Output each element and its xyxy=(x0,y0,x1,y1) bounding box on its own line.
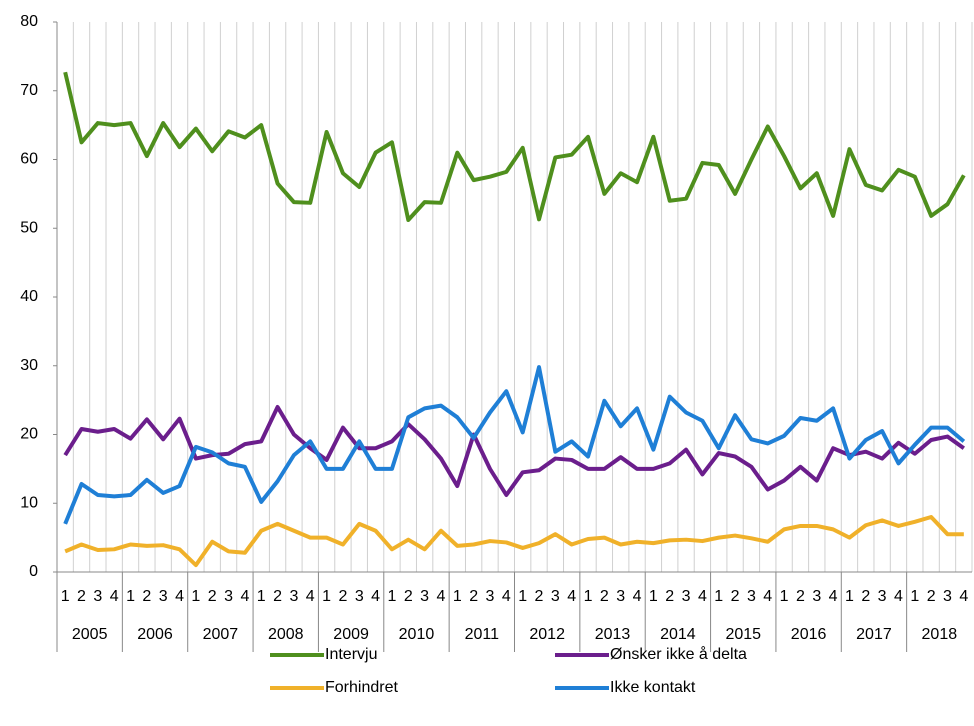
x-tick-label: 1 xyxy=(714,588,723,605)
group-label: 2013 xyxy=(595,626,631,643)
x-tick-label: 4 xyxy=(829,588,838,605)
group-label: 2018 xyxy=(922,626,958,643)
group-label: 2016 xyxy=(791,626,827,643)
x-tick-label: 2 xyxy=(796,588,805,605)
x-tick-label: 4 xyxy=(240,588,249,605)
x-tick-label: 4 xyxy=(567,588,576,605)
x-tick-label: 2 xyxy=(600,588,609,605)
group-label: 2008 xyxy=(268,626,304,643)
x-tick-label: 4 xyxy=(698,588,707,605)
x-tick-label: 1 xyxy=(780,588,789,605)
x-tick-label: 3 xyxy=(616,588,625,605)
x-tick-label: 4 xyxy=(175,588,184,605)
x-tick-label: 4 xyxy=(763,588,772,605)
y-tick-label: 70 xyxy=(20,82,38,99)
group-label: 2009 xyxy=(333,626,369,643)
x-tick-label: 2 xyxy=(404,588,413,605)
x-tick-label: 2 xyxy=(731,588,740,605)
x-tick-label: 3 xyxy=(486,588,495,605)
x-tick-label: 1 xyxy=(61,588,70,605)
x-tick-label: 4 xyxy=(633,588,642,605)
x-tick-label: 2 xyxy=(208,588,217,605)
x-tick-label: 3 xyxy=(747,588,756,605)
x-tick-label: 1 xyxy=(191,588,200,605)
x-tick-label: 3 xyxy=(812,588,821,605)
x-tick-label: 1 xyxy=(845,588,854,605)
x-tick-label: 2 xyxy=(665,588,674,605)
x-tick-label: 2 xyxy=(77,588,86,605)
x-tick-label: 2 xyxy=(927,588,936,605)
group-label: 2014 xyxy=(660,626,696,643)
y-tick-label: 0 xyxy=(29,563,38,580)
x-tick-label: 1 xyxy=(388,588,397,605)
series-line xyxy=(63,71,966,222)
y-tick-label: 20 xyxy=(20,426,38,443)
y-tick-label: 80 xyxy=(20,13,38,30)
x-tick-label: 3 xyxy=(93,588,102,605)
x-tick-label: 3 xyxy=(943,588,952,605)
legend-label: Ønsker ikke å delta xyxy=(610,645,747,663)
x-tick-label: 1 xyxy=(257,588,266,605)
group-label: 2006 xyxy=(137,626,173,643)
x-tick-label: 4 xyxy=(110,588,119,605)
x-tick-label: 3 xyxy=(551,588,560,605)
x-tick-label: 2 xyxy=(273,588,282,605)
x-tick-label: 1 xyxy=(649,588,658,605)
x-tick-label: 3 xyxy=(224,588,233,605)
x-tick-label: 1 xyxy=(453,588,462,605)
x-tick-label: 1 xyxy=(910,588,919,605)
y-tick-label: 30 xyxy=(20,357,38,374)
x-tick-label: 3 xyxy=(682,588,691,605)
group-label: 2012 xyxy=(529,626,565,643)
x-tick-label: 3 xyxy=(420,588,429,605)
x-tick-label: 1 xyxy=(322,588,331,605)
x-tick-label: 2 xyxy=(535,588,544,605)
x-tick-label: 2 xyxy=(142,588,151,605)
x-tick-label: 4 xyxy=(306,588,315,605)
y-tick-label: 50 xyxy=(20,219,38,236)
series-line xyxy=(63,365,966,525)
x-tick-label: 1 xyxy=(126,588,135,605)
legend-label: Intervju xyxy=(325,646,377,663)
group-label: 2011 xyxy=(465,626,500,643)
x-tick-label: 2 xyxy=(861,588,870,605)
y-tick-label: 10 xyxy=(20,494,38,511)
x-tick-label: 2 xyxy=(469,588,478,605)
x-tick-label: 3 xyxy=(159,588,168,605)
x-tick-label: 2 xyxy=(338,588,347,605)
x-tick-label: 4 xyxy=(502,588,511,605)
y-tick-label: 60 xyxy=(20,151,38,168)
x-tick-label: 4 xyxy=(437,588,446,605)
y-tick-label: 40 xyxy=(20,288,38,305)
group-label: 2017 xyxy=(856,626,892,643)
group-label: 2007 xyxy=(203,626,239,643)
group-label: 2010 xyxy=(399,626,435,643)
x-tick-label: 3 xyxy=(355,588,364,605)
group-label: 2015 xyxy=(725,626,761,643)
x-tick-label: 3 xyxy=(878,588,887,605)
legend-label: Forhindret xyxy=(325,679,398,696)
series-line xyxy=(64,515,964,568)
group-label: 2005 xyxy=(72,626,108,643)
legend-label: Ikke kontakt xyxy=(610,679,696,696)
x-tick-label: 4 xyxy=(894,588,903,605)
x-tick-label: 1 xyxy=(584,588,593,605)
x-tick-label: 4 xyxy=(371,588,380,605)
x-tick-label: 1 xyxy=(518,588,527,605)
x-tick-label: 4 xyxy=(959,588,968,605)
x-tick-label: 3 xyxy=(289,588,298,605)
